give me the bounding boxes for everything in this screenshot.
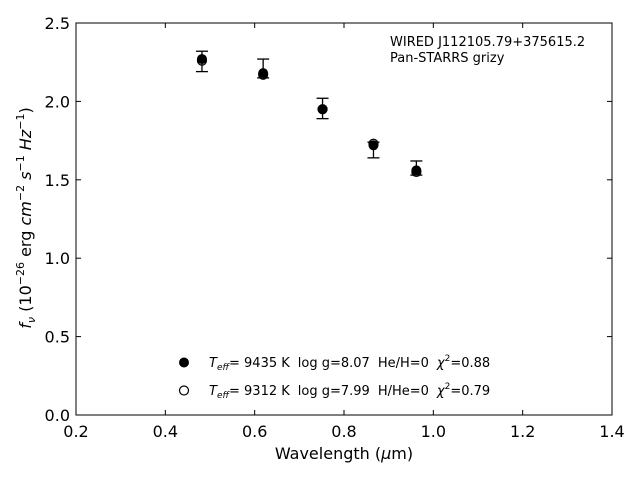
y-axis-label: fν (10−26 erg cm−2 s−1 Hz−1) bbox=[14, 107, 38, 328]
y-tick-label: 0.5 bbox=[45, 328, 70, 347]
legend-chi-exponent: 2 bbox=[445, 354, 451, 364]
legend-teff-subscript: eff bbox=[217, 363, 231, 373]
y-axis-label-erg: erg bbox=[16, 226, 35, 262]
x-tick-label: 1.2 bbox=[510, 422, 535, 441]
model-point-open bbox=[317, 104, 328, 115]
x-tick-label: 0.8 bbox=[331, 422, 356, 441]
y-axis-label-close: ) bbox=[16, 107, 35, 113]
y-axis-label-exp2: −2 bbox=[14, 185, 27, 201]
legend-teff-subscript: eff bbox=[217, 391, 231, 401]
x-axis-label: Wavelength (μm) bbox=[275, 444, 413, 463]
x-tick-label: 0.2 bbox=[63, 422, 88, 441]
y-axis-label-f: f bbox=[16, 321, 35, 329]
legend-logg: log g=8.07 bbox=[298, 356, 370, 371]
y-axis-label-s: s bbox=[16, 172, 35, 185]
y-axis-label-hz: Hz bbox=[16, 129, 35, 155]
legend-chi-symbol: χ bbox=[436, 384, 446, 399]
legend-marker-filled bbox=[179, 357, 189, 368]
annotation-object-name: WIRED J112105.79+375615.2 bbox=[390, 35, 585, 50]
legend-composition: He/H=0 bbox=[378, 356, 429, 371]
y-tick-label: 1.0 bbox=[45, 249, 70, 268]
annotation-survey: Pan-STARRS grizy bbox=[390, 51, 505, 66]
y-axis-label-nu: ν bbox=[25, 317, 38, 323]
y-axis-label-exp4: −1 bbox=[14, 114, 27, 130]
y-axis-label-cm: cm bbox=[16, 201, 35, 225]
y-axis-label-exp1: −26 bbox=[14, 262, 27, 285]
legend-chi-exponent: 2 bbox=[445, 382, 451, 392]
legend-teff-value: = 9312 K bbox=[229, 384, 290, 399]
legend-logg: log g=7.99 bbox=[298, 384, 370, 399]
y-axis-label-exp3: −1 bbox=[14, 155, 27, 171]
model-point-open bbox=[411, 166, 422, 178]
legend-chi-value: =0.79 bbox=[450, 384, 490, 399]
y-tick-label: 2.5 bbox=[45, 14, 70, 33]
y-tick-label: 2.0 bbox=[45, 92, 70, 111]
legend-teff-symbol: T bbox=[209, 356, 218, 371]
axes: 0.2 0.4 0.6 0.8 1.0 1.2 1.4 0.0 0.5 1.0 1.5 2.0 2.5 bbox=[45, 14, 625, 441]
x-tick-label: 1.0 bbox=[421, 422, 446, 441]
legend-entry-2: Teff= 9312 K log g=7.99 H/He=0 χ2=0.79 bbox=[209, 382, 490, 401]
x-axis-label-mu: μ bbox=[380, 444, 391, 463]
x-tick-label: 1.4 bbox=[599, 422, 624, 441]
x-tick-label: 0.4 bbox=[153, 422, 178, 441]
y-tick-label: 0.0 bbox=[45, 406, 70, 425]
x-tick-label: 0.6 bbox=[242, 422, 267, 441]
annotation: WIRED J112105.79+375615.2 Pan-STARRS gri… bbox=[390, 35, 585, 66]
legend-chi-value: =0.88 bbox=[450, 356, 490, 371]
x-axis-label-main: Wavelength ( bbox=[275, 444, 381, 463]
model-point-open bbox=[368, 138, 379, 149]
model-point-open bbox=[258, 69, 269, 80]
x-axis-label-tail: m) bbox=[391, 444, 413, 463]
legend-teff-symbol: T bbox=[209, 384, 218, 399]
data-marks bbox=[195, 50, 423, 178]
legend-composition: H/He=0 bbox=[378, 384, 429, 399]
legend-chi-symbol: χ bbox=[436, 356, 446, 371]
y-tick-label: 1.5 bbox=[45, 171, 70, 190]
legend-marker-open bbox=[178, 385, 190, 396]
legend-entry-1: Teff= 9435 K log g=8.07 He/H=0 χ2=0.88 bbox=[209, 354, 490, 373]
model-point-open bbox=[196, 55, 208, 66]
legend-teff-value: = 9435 K bbox=[229, 356, 290, 371]
y-axis-label-mid: (10 bbox=[16, 285, 35, 317]
